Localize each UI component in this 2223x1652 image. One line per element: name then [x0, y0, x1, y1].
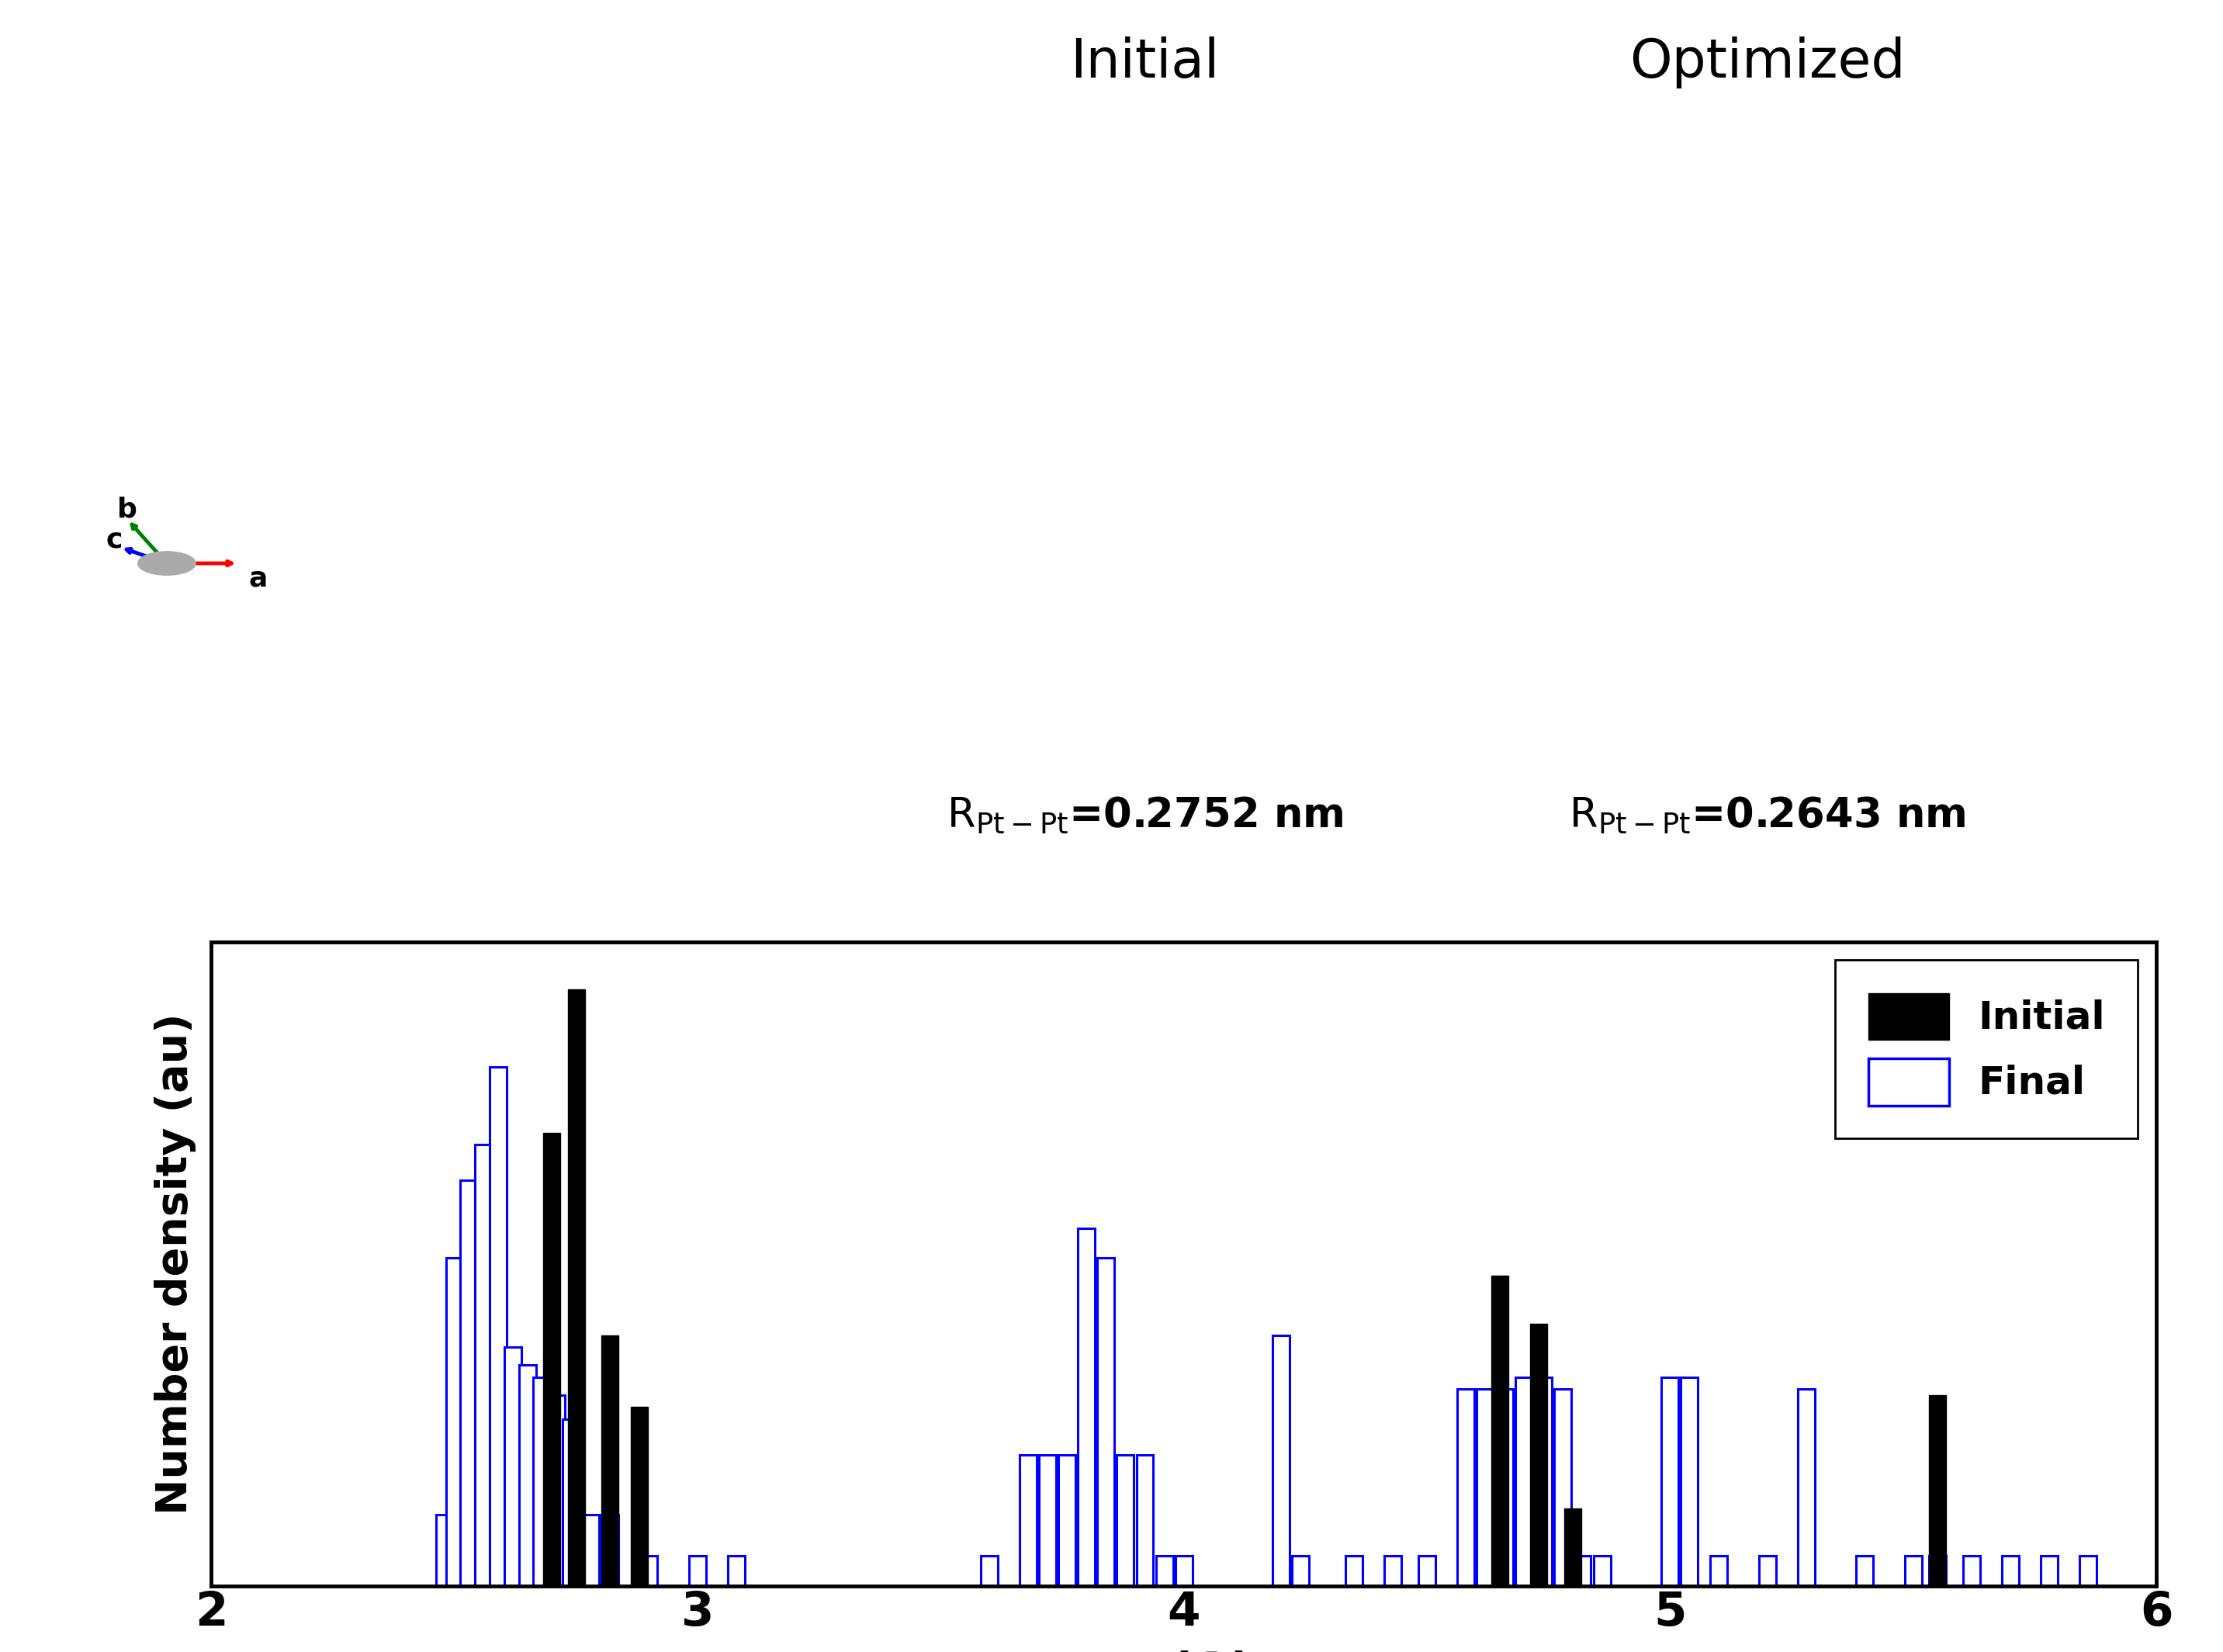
Bar — [1565, 1508, 1581, 1586]
Bar — [547, 1394, 565, 1586]
Bar — [1798, 1389, 1814, 1586]
Bar — [562, 1419, 580, 1586]
Bar — [1292, 1556, 1309, 1586]
Bar — [1905, 1556, 1921, 1586]
Text: b: b — [118, 496, 138, 522]
Bar — [1078, 1227, 1096, 1586]
Bar — [1385, 1556, 1400, 1586]
Bar — [518, 1365, 536, 1586]
Bar — [1758, 1556, 1776, 1586]
Bar — [631, 1408, 647, 1586]
Bar — [1963, 1556, 1981, 1586]
Bar — [542, 1133, 560, 1586]
Bar — [1681, 1378, 1698, 1586]
Y-axis label: Number density (au): Number density (au) — [153, 1013, 196, 1515]
Bar — [602, 1335, 618, 1586]
Text: Optimized: Optimized — [1629, 36, 1905, 88]
Bar — [1156, 1556, 1174, 1586]
Text: Initial: Initial — [1069, 36, 1220, 88]
Bar — [1856, 1556, 1874, 1586]
Text: c: c — [107, 527, 122, 553]
Bar — [640, 1556, 658, 1586]
Bar — [1661, 1378, 1678, 1586]
Bar — [980, 1556, 998, 1586]
Bar — [1020, 1455, 1036, 1586]
Bar — [447, 1257, 462, 1586]
Bar — [460, 1180, 478, 1586]
Bar — [689, 1556, 707, 1586]
Legend: Initial, Final: Initial, Final — [1836, 960, 2139, 1138]
Bar — [2041, 1556, 2058, 1586]
Bar — [2081, 1556, 2096, 1586]
Bar — [1176, 1556, 1192, 1586]
Bar — [1594, 1556, 1609, 1586]
Bar — [1058, 1455, 1076, 1586]
Bar — [1098, 1257, 1114, 1586]
Bar — [436, 1515, 453, 1586]
Bar — [489, 1067, 507, 1586]
Bar — [1476, 1389, 1494, 1586]
Bar — [2003, 1556, 2018, 1586]
Bar — [1930, 1394, 1945, 1586]
Circle shape — [138, 552, 196, 575]
Bar — [1554, 1389, 1572, 1586]
Bar — [1418, 1556, 1436, 1586]
Bar — [582, 1515, 598, 1586]
Bar — [1116, 1455, 1134, 1586]
Bar — [727, 1556, 745, 1586]
Bar — [1272, 1335, 1289, 1586]
Bar — [1709, 1556, 1727, 1586]
Bar — [505, 1348, 520, 1586]
Bar — [569, 990, 585, 1586]
Bar — [1536, 1378, 1552, 1586]
Bar — [602, 1515, 618, 1586]
Bar — [1529, 1323, 1547, 1586]
Bar — [1492, 1275, 1509, 1586]
Bar — [1345, 1556, 1363, 1586]
Bar — [1574, 1556, 1592, 1586]
Bar — [1930, 1556, 1945, 1586]
Text: $\rm{R_{Pt-Pt}}$=0.2643 nm: $\rm{R_{Pt-Pt}}$=0.2643 nm — [1569, 796, 1965, 836]
Bar — [534, 1378, 551, 1586]
Bar — [1038, 1455, 1056, 1586]
Bar — [476, 1145, 491, 1586]
Bar — [1458, 1389, 1474, 1586]
Text: $\rm{R_{Pt-Pt}}$=0.2752 nm: $\rm{R_{Pt-Pt}}$=0.2752 nm — [947, 796, 1343, 836]
Text: a: a — [249, 565, 269, 591]
Bar — [1516, 1378, 1532, 1586]
Bar — [1136, 1455, 1154, 1586]
Bar — [1496, 1389, 1514, 1586]
